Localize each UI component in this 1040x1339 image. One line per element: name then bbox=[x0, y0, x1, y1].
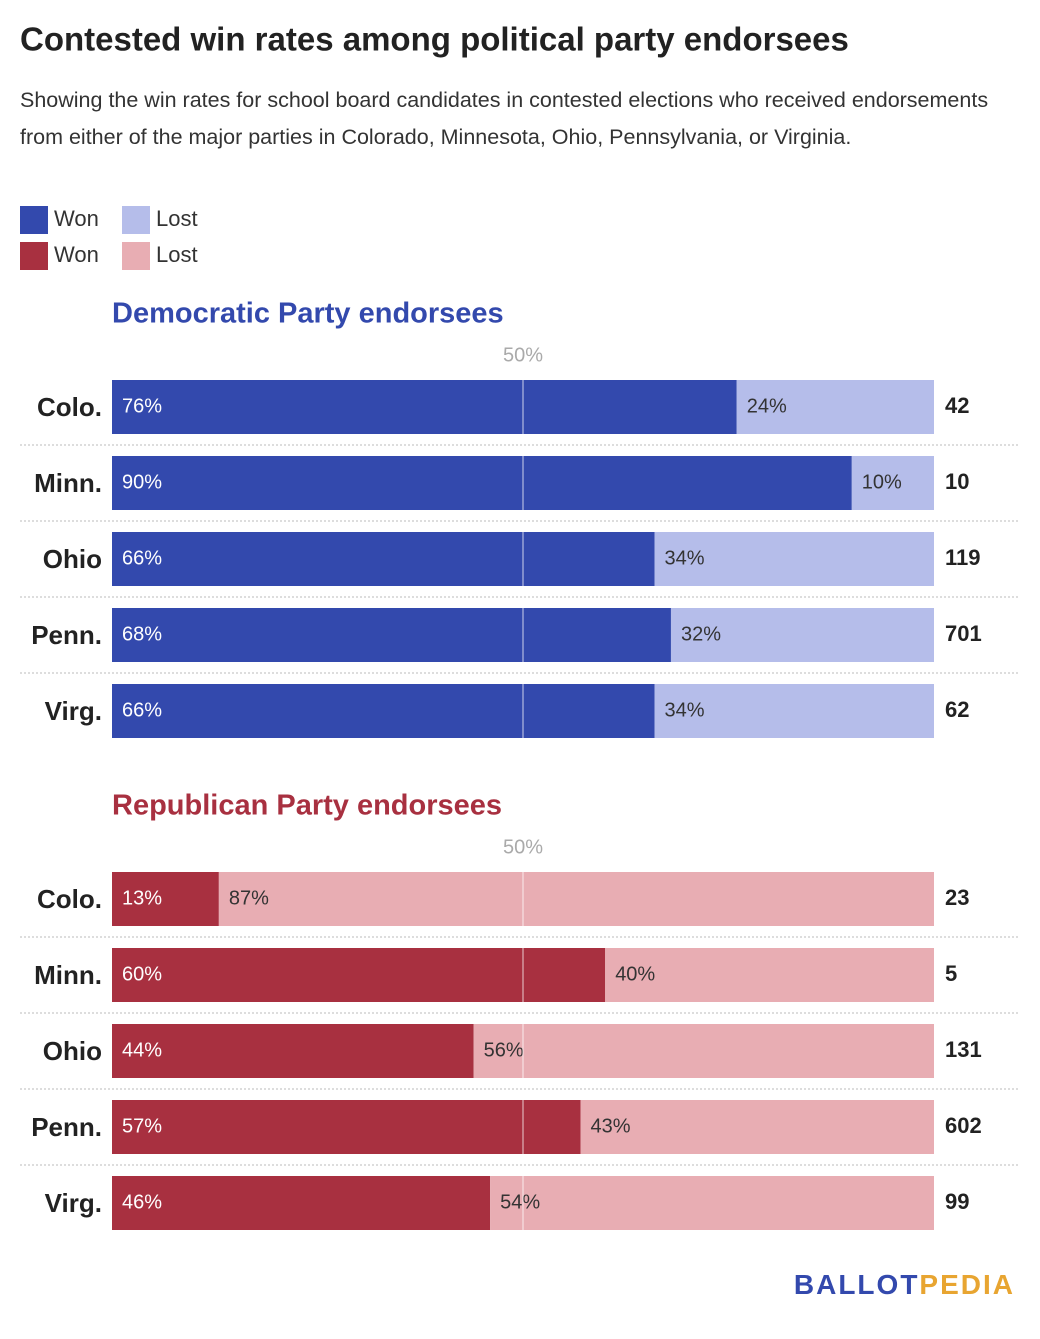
total-label: 62 bbox=[945, 697, 969, 722]
total-label: 99 bbox=[945, 1189, 969, 1214]
bar-segment bbox=[490, 1176, 934, 1230]
bar-segment bbox=[112, 380, 737, 434]
legend-swatch bbox=[122, 206, 150, 234]
value-label: 87% bbox=[229, 887, 269, 909]
legend-label: Won bbox=[54, 242, 99, 267]
value-label: 60% bbox=[122, 963, 162, 985]
value-label: 66% bbox=[122, 547, 162, 569]
value-label: 32% bbox=[681, 623, 721, 645]
value-label: 90% bbox=[122, 471, 162, 493]
section-title: Democratic Party endorsees bbox=[112, 298, 504, 330]
bar-segment bbox=[112, 532, 655, 586]
bar-segment bbox=[112, 1024, 474, 1078]
category-label: Colo. bbox=[37, 392, 102, 422]
value-label: 13% bbox=[122, 887, 162, 909]
section-title: Republican Party endorsees bbox=[112, 790, 502, 822]
category-label: Minn. bbox=[34, 468, 102, 498]
bar-segment bbox=[218, 872, 935, 926]
reference-label: 50% bbox=[503, 836, 543, 858]
value-label: 46% bbox=[122, 1191, 162, 1213]
value-label: 34% bbox=[665, 699, 705, 721]
value-label: 44% bbox=[122, 1039, 162, 1061]
legend-swatch bbox=[122, 242, 150, 270]
subtitle: Showing the win rates for school board c… bbox=[20, 88, 989, 149]
value-label: 43% bbox=[591, 1115, 631, 1137]
bar-segment bbox=[112, 872, 219, 926]
category-label: Colo. bbox=[37, 884, 102, 914]
bar-segment bbox=[736, 380, 934, 434]
legend-swatch bbox=[20, 206, 48, 234]
bar-segment bbox=[112, 684, 655, 738]
value-label: 34% bbox=[665, 547, 705, 569]
bar-segment bbox=[112, 608, 671, 662]
value-label: 76% bbox=[122, 395, 162, 417]
value-label: 40% bbox=[615, 963, 655, 985]
total-label: 602 bbox=[945, 1113, 982, 1138]
bar-segment bbox=[654, 532, 934, 586]
value-label: 10% bbox=[862, 471, 902, 493]
legend-label: Won bbox=[54, 206, 99, 231]
logo: BALLOTPEDIA bbox=[794, 1269, 1015, 1300]
page-title: Contested win rates among political part… bbox=[20, 21, 849, 58]
total-label: 119 bbox=[945, 545, 981, 570]
category-label: Virg. bbox=[45, 696, 102, 726]
category-label: Virg. bbox=[45, 1188, 102, 1218]
category-label: Penn. bbox=[31, 620, 102, 650]
value-label: 68% bbox=[122, 623, 162, 645]
bar-segment bbox=[112, 948, 606, 1002]
bar-segment bbox=[112, 1100, 581, 1154]
subtitle-box: Showing the win rates for school board c… bbox=[20, 88, 989, 149]
legend-label: Lost bbox=[156, 242, 198, 267]
total-label: 701 bbox=[945, 621, 982, 646]
value-label: 57% bbox=[122, 1115, 162, 1137]
bar-segment bbox=[654, 684, 934, 738]
bar-segment bbox=[851, 456, 934, 510]
category-label: Ohio bbox=[43, 544, 102, 574]
total-label: 42 bbox=[945, 393, 969, 418]
value-label: 24% bbox=[747, 395, 787, 417]
category-label: Minn. bbox=[34, 960, 102, 990]
bar-segment bbox=[580, 1100, 934, 1154]
total-label: 5 bbox=[945, 961, 957, 986]
value-label: 56% bbox=[484, 1039, 524, 1061]
category-label: Ohio bbox=[43, 1036, 102, 1066]
bar-segment bbox=[112, 1176, 491, 1230]
legend-swatch bbox=[20, 242, 48, 270]
bar-segment bbox=[473, 1024, 934, 1078]
bar-segment bbox=[670, 608, 934, 662]
logo-part: BALLOT bbox=[794, 1269, 920, 1300]
value-label: 66% bbox=[122, 699, 162, 721]
category-label: Penn. bbox=[31, 1112, 102, 1142]
bar-segment bbox=[605, 948, 934, 1002]
reference-label: 50% bbox=[503, 344, 543, 366]
logo-part: PEDIA bbox=[919, 1269, 1015, 1300]
legend-label: Lost bbox=[156, 206, 198, 231]
total-label: 131 bbox=[945, 1037, 982, 1062]
value-label: 54% bbox=[500, 1191, 540, 1213]
total-label: 23 bbox=[945, 885, 969, 910]
total-label: 10 bbox=[945, 469, 969, 494]
bar-segment bbox=[112, 456, 852, 510]
